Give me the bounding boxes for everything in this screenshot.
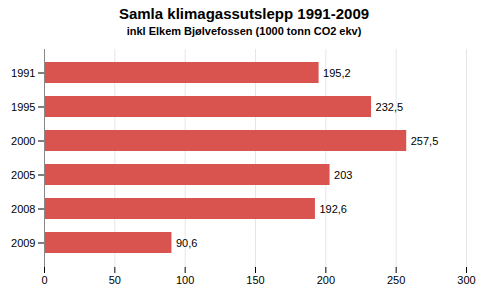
svg-text:257,5: 257,5 bbox=[411, 135, 439, 147]
svg-text:1991: 1991 bbox=[11, 67, 35, 79]
html-text:inkl Elkem Bjølvefossen (1000: inkl Elkem Bjølvefossen (1000 tonn CO2 e… bbox=[126, 25, 362, 37]
svg-text:2005: 2005 bbox=[11, 169, 35, 181]
svg-text:100: 100 bbox=[176, 274, 194, 286]
svg-text:2008: 2008 bbox=[11, 203, 35, 215]
svg-text:0: 0 bbox=[41, 274, 47, 286]
svg-text:195,2: 195,2 bbox=[323, 67, 351, 79]
html-text:Samla klimagassutslepp 1991-20: Samla klimagassutslepp 1991-2009 bbox=[118, 5, 370, 22]
svg-text:250: 250 bbox=[387, 274, 405, 286]
svg-text:150: 150 bbox=[246, 274, 264, 286]
svg-text:192,6: 192,6 bbox=[319, 203, 347, 215]
svg-text:50: 50 bbox=[109, 274, 121, 286]
svg-text:300: 300 bbox=[457, 274, 475, 286]
svg-text:232,5: 232,5 bbox=[376, 101, 404, 113]
svg-text:2000: 2000 bbox=[11, 135, 35, 147]
svg-text:1995: 1995 bbox=[11, 101, 35, 113]
svg-text:2009: 2009 bbox=[11, 237, 35, 249]
svg-text:90,6: 90,6 bbox=[176, 237, 197, 249]
svg-text:200: 200 bbox=[317, 274, 335, 286]
svg-text:203: 203 bbox=[334, 169, 352, 181]
